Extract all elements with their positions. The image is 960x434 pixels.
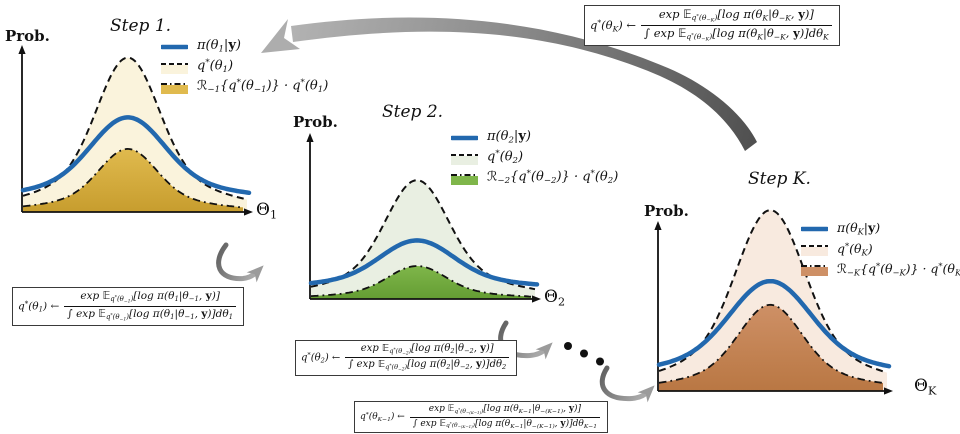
legend-item: π(θK|y) (801, 219, 960, 239)
legend-item: q*(θK) (801, 239, 960, 259)
ellipsis-dot-2 (580, 349, 588, 358)
legend-label: ℛ−1{q*(θ−1)} · q*(θ1) (197, 78, 329, 96)
plot-title-stepK: Step K. (748, 169, 811, 189)
plot-canvas-step1 (18, 45, 253, 216)
legend-label: q*(θ1) (197, 58, 234, 76)
plot-canvas-step2 (306, 133, 541, 303)
y-axis-arrow-icon (306, 133, 314, 142)
restriction-curve (22, 147, 244, 209)
update-equation-step-2: q*(θ2) ← exp 𝔼q*(θ−2)[log π(θ2|θ−2, y)] … (295, 340, 518, 376)
equation-lhs: q*(θK−1) ← (360, 411, 405, 424)
equation-denominator: ∫ exp 𝔼q*(θ−(K−1))[log π(θK−1|θ−(K−1), y… (412, 418, 598, 430)
restriction-fill (659, 304, 883, 391)
legend-swatch-icon (451, 135, 478, 141)
legend-label: π(θ2|y) (487, 129, 531, 146)
to-stepK-arrow (599, 365, 655, 403)
equation-fraction: exp 𝔼q*(θ−2)[log π(θ2|θ−2, y)] ∫ exp 𝔼q*… (345, 343, 510, 373)
legend-label: π(θK|y) (837, 220, 881, 237)
posterior-curve (656, 278, 892, 369)
plot-title-step2: Step 2. (382, 102, 444, 122)
legend-item: q*(θ1) (161, 57, 328, 77)
equation-lhs: q*(θK) ← (590, 17, 637, 33)
x-axis-arrow-icon (884, 387, 893, 395)
equation-lhs: q*(θ2) ← (301, 351, 341, 365)
q-star-curve (22, 56, 248, 201)
y-axis-label-stepK: Prob. (644, 202, 689, 220)
restriction-curve (310, 265, 532, 298)
legend-swatch-icon (161, 83, 188, 94)
posterior-curve (20, 115, 252, 196)
x-axis-arrow-icon (532, 295, 541, 303)
legend-item: q*(θ2) (451, 148, 618, 168)
equation-denominator: ∫ exp 𝔼q*(θ−K)[log π(θK|θ−K, y)]dθK (644, 25, 829, 43)
step2-to-next-arrow (498, 320, 553, 360)
equation-numerator: exp 𝔼q*(θ−1)[log π(θ1|θ−1, y)] (64, 290, 237, 307)
legend-swatch-icon (801, 226, 828, 232)
legend-step1: π(θ1|y) q*(θ1) ℛ−1{q*(θ−1)} · q*(θ1) (161, 37, 328, 97)
cycle-arrow-head-icon (261, 19, 300, 53)
equation-denominator: ∫ exp 𝔼q*(θ−2)[log π(θ2|θ−2, y)]dθ2 (348, 359, 507, 373)
x-axis-label-step1: Θ1 (256, 200, 278, 222)
posterior-curve (308, 238, 540, 287)
ellipsis-dot-3 (596, 357, 604, 366)
plot-canvas-stepK (654, 209, 893, 395)
step1-to-step2-arrow (216, 242, 264, 283)
equation-lhs: q*(θ1) ← (18, 299, 60, 314)
equation-denominator: ∫ exp 𝔼q*(θ−1)[log π(θ1|θ−1, y)]dθ1 (67, 307, 234, 323)
restriction-fill (23, 148, 243, 212)
q-star-fill (659, 210, 887, 391)
legend-swatch-icon (161, 44, 188, 50)
restriction-curve (658, 303, 884, 384)
y-axis-arrow-icon (18, 45, 26, 54)
equation-fraction: exp 𝔼q*(θ−1)[log π(θ1|θ−1, y)] ∫ exp 𝔼q*… (64, 290, 237, 323)
x-axis-arrow-icon (244, 208, 253, 216)
plot-title-step1: Step 1. (110, 16, 172, 36)
update-equation-step-1: q*(θ1) ← exp 𝔼q*(θ−1)[log π(θ1|θ−1, y)] … (12, 287, 245, 326)
legend-swatch-icon (801, 245, 828, 256)
legend-swatch-icon (161, 63, 188, 74)
legend-step2: π(θ2|y) q*(θ2) ℛ−2{q*(θ−2)} · q*(θ2) (451, 128, 618, 188)
legend-swatch-icon (451, 174, 478, 185)
legend-swatch-icon (451, 154, 478, 165)
legend-label: ℛ−2{q*(θ−2)} · q*(θ2) (487, 169, 619, 187)
legend-item: π(θ1|y) (161, 37, 328, 57)
legend-item: ℛ−K{q*(θ−K)} · q*(θK) (801, 259, 960, 279)
legend-label: q*(θK) (837, 240, 873, 258)
equation-numerator: exp 𝔼q*(θ−K)[log π(θK|θ−K, y)] (641, 7, 832, 26)
equation-fraction: exp 𝔼q*(θ−K)[log π(θK|θ−K, y)] ∫ exp 𝔼q*… (641, 7, 832, 43)
legend-item: ℛ−2{q*(θ−2)} · q*(θ2) (451, 168, 618, 188)
legend-label: π(θ1|y) (197, 38, 241, 55)
legend-swatch-icon (801, 265, 828, 276)
y-axis-label-step2: Prob. (293, 113, 338, 131)
legend-item: ℛ−1{q*(θ−1)} · q*(θ1) (161, 77, 328, 97)
ellipsis-dot-1 (564, 342, 572, 350)
y-axis-label-step1: Prob. (5, 27, 50, 45)
legend-item: π(θ2|y) (451, 128, 618, 148)
legend-label: q*(θ2) (487, 149, 524, 167)
update-equation-step-K: q*(θK) ← exp 𝔼q*(θ−K)[log π(θK|θ−K, y)] … (584, 5, 840, 46)
x-axis-label-stepK: ΘK (914, 376, 937, 398)
legend-label: ℛ−K{q*(θ−K)} · q*(θK) (837, 260, 960, 278)
cycle-arrow (291, 17, 757, 151)
y-axis-arrow-icon (654, 221, 662, 230)
equation-numerator: exp 𝔼q*(θ−(K−1))[log π(θK−1|θ−(K−1), y)] (409, 404, 601, 418)
x-axis-label-step2: Θ2 (544, 287, 566, 309)
equation-numerator: exp 𝔼q*(θ−2)[log π(θ2|θ−2, y)] (345, 343, 510, 359)
update-equation-step-K-1: q*(θK−1) ← exp 𝔼q*(θ−(K−1))[log π(θK−1|θ… (354, 401, 609, 434)
legend-stepK: π(θK|y) q*(θK) ℛ−K{q*(θ−K)} · q*(θK) (801, 219, 960, 279)
equation-fraction: exp 𝔼q*(θ−(K−1))[log π(θK−1|θ−(K−1), y)]… (409, 404, 601, 430)
